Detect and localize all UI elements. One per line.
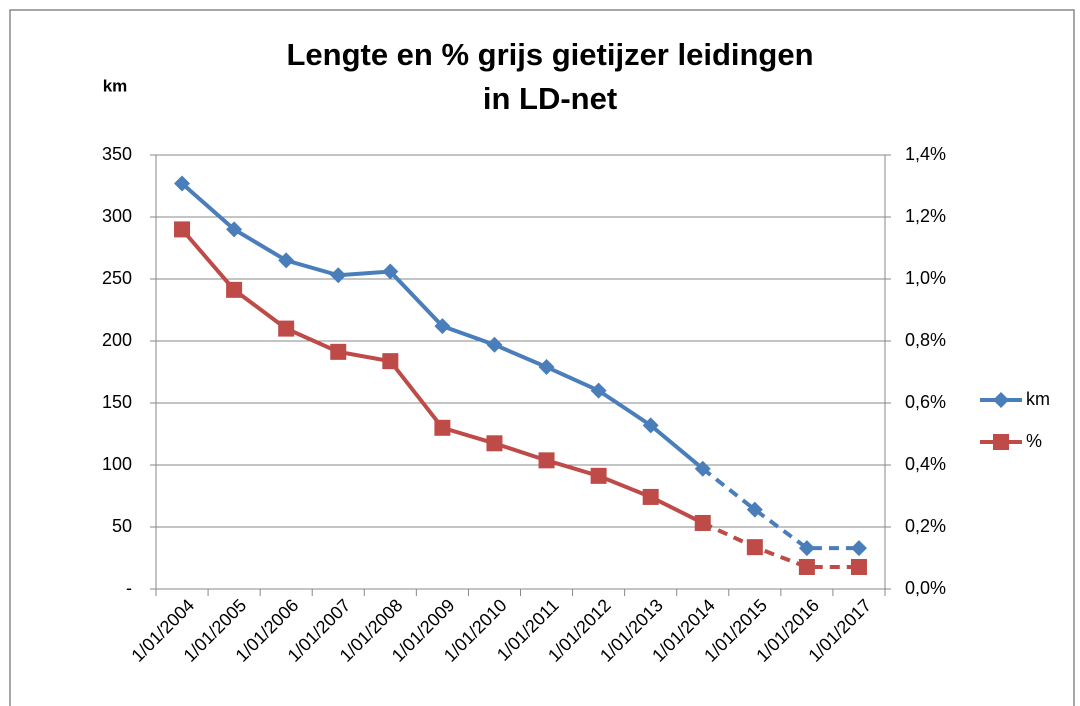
marker (993, 392, 1009, 408)
series-line (701, 521, 859, 569)
marker (798, 558, 815, 575)
marker (590, 467, 607, 484)
marker (746, 501, 763, 518)
y2-tick-label: 0,8% (905, 330, 946, 350)
marker (590, 382, 607, 399)
marker (993, 434, 1009, 450)
y-tick-label: 350 (102, 144, 132, 164)
chart-title: Lengte en % grijs gietijzer leidingen (286, 37, 813, 72)
marker (278, 320, 295, 337)
marker (382, 263, 399, 280)
y-tick-label: 200 (102, 330, 132, 350)
marker (278, 252, 295, 269)
marker (434, 419, 451, 436)
marker (798, 540, 815, 557)
series-line (701, 467, 859, 551)
chart-frame (9, 9, 1075, 706)
y2-tick-label: 0,4% (905, 454, 946, 474)
y-tick-label: 250 (102, 268, 132, 288)
y2-tick-label: 0,2% (905, 516, 946, 536)
marker (174, 175, 191, 192)
y-tick-label: 150 (102, 392, 132, 412)
y2-tick-label: 0,6% (905, 392, 946, 412)
chart-title: in LD-net (483, 81, 617, 116)
marker (486, 435, 503, 452)
marker (694, 460, 711, 477)
y-tick-label: - (126, 578, 132, 598)
y-tick-label: 300 (102, 206, 132, 226)
marker (382, 353, 399, 370)
y2-tick-label: 1,0% (905, 268, 946, 288)
y-tick-label: 50 (112, 516, 132, 536)
marker (538, 452, 555, 469)
marker (330, 343, 347, 360)
marker (330, 267, 347, 284)
marker (486, 336, 503, 353)
marker (174, 221, 191, 238)
marker (434, 318, 451, 335)
y2-tick-label: 1,4% (905, 144, 946, 164)
marker (226, 281, 243, 298)
y2-tick-label: 1,2% (905, 206, 946, 226)
y2-tick-label: 0,0% (905, 578, 946, 598)
legend-label: km (1026, 389, 1050, 409)
marker (642, 417, 659, 434)
y-axis-label: km (103, 76, 128, 95)
legend-label: % (1026, 431, 1042, 451)
marker (850, 558, 867, 575)
marker (850, 540, 867, 557)
marker (226, 221, 243, 238)
y-tick-label: 100 (102, 454, 132, 474)
marker (642, 488, 659, 505)
marker (746, 539, 763, 556)
marker (538, 359, 555, 376)
marker (694, 514, 711, 531)
